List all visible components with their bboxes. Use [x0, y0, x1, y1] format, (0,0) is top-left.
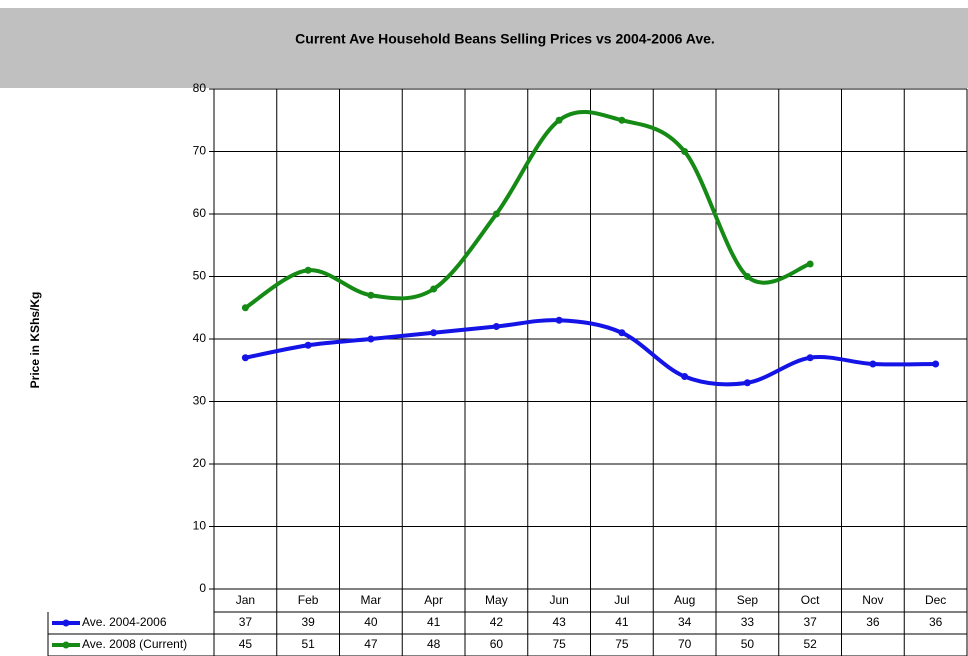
- table-value: 51: [301, 637, 315, 651]
- y-tick-label: 30: [193, 394, 207, 408]
- point: [618, 116, 626, 124]
- point: [304, 266, 312, 274]
- x-tick-label: Nov: [862, 593, 883, 607]
- chart-title: Current Ave Household Beans Selling Pric…: [295, 31, 715, 47]
- table-value: 42: [490, 615, 504, 629]
- x-tick-label: Oct: [801, 593, 820, 607]
- y-tick-label: 10: [193, 519, 207, 533]
- legend-label: Ave. 2008 (Current): [82, 637, 187, 651]
- table-value: 43: [552, 615, 566, 629]
- x-tick-label: Apr: [424, 593, 443, 607]
- table-value: 60: [490, 637, 504, 651]
- table-value: 41: [427, 615, 441, 629]
- legend-key: [62, 619, 70, 627]
- table-value: 37: [239, 615, 253, 629]
- table-value: 45: [239, 637, 253, 651]
- table-value: 36: [866, 615, 880, 629]
- series-line: [244, 318, 936, 387]
- legend-label: Ave. 2004-2006: [82, 615, 167, 629]
- table-value: 39: [301, 615, 315, 629]
- table-value: 75: [615, 637, 629, 651]
- point: [743, 273, 751, 280]
- x-tick-label: Dec: [925, 593, 946, 607]
- x-tick-label: Sep: [737, 593, 759, 607]
- table-value: 37: [803, 615, 817, 629]
- table-value: 70: [678, 637, 692, 651]
- point: [618, 329, 626, 337]
- point: [869, 360, 877, 368]
- legend-key: [62, 641, 70, 649]
- point: [681, 373, 689, 380]
- series-line: [244, 110, 811, 310]
- table-value: 48: [427, 637, 441, 651]
- x-tick-label: May: [485, 593, 508, 607]
- y-tick-label: 40: [193, 331, 207, 345]
- y-tick-label: 0: [199, 581, 206, 595]
- x-tick-label: Jun: [549, 593, 568, 607]
- point: [555, 316, 563, 324]
- point: [430, 329, 438, 337]
- point: [241, 304, 249, 312]
- table-value: 50: [741, 637, 755, 651]
- point: [492, 323, 500, 330]
- y-tick-label: 60: [193, 206, 207, 220]
- point: [367, 291, 375, 299]
- point: [304, 341, 312, 349]
- y-tick-label: 20: [193, 456, 207, 470]
- x-tick-label: Aug: [674, 593, 695, 607]
- x-tick-label: Mar: [361, 593, 382, 607]
- table-value: 40: [364, 615, 378, 629]
- y-tick-label: 70: [193, 144, 207, 158]
- point: [555, 116, 563, 124]
- point: [430, 285, 438, 293]
- table-value: 34: [678, 615, 692, 629]
- point: [367, 335, 375, 343]
- x-tick-label: Jan: [236, 593, 255, 607]
- x-tick-label: Feb: [298, 593, 319, 607]
- x-tick-label: Jul: [614, 593, 629, 607]
- point: [806, 260, 814, 268]
- point: [241, 354, 249, 362]
- point: [743, 379, 751, 387]
- point: [806, 354, 814, 362]
- point: [932, 360, 940, 368]
- table-value: 47: [364, 637, 378, 651]
- table-value: 33: [741, 615, 755, 629]
- y-tick-label: 80: [193, 81, 207, 95]
- point: [492, 210, 500, 218]
- y-tick-label: 50: [193, 269, 207, 283]
- table-value: 41: [615, 615, 629, 629]
- table-value: 52: [803, 637, 817, 651]
- y-axis-label: Price in KShs/Kg: [28, 292, 42, 389]
- title-band: [0, 8, 968, 88]
- point: [681, 148, 689, 155]
- table-value: 36: [929, 615, 943, 629]
- table-value: 75: [552, 637, 566, 651]
